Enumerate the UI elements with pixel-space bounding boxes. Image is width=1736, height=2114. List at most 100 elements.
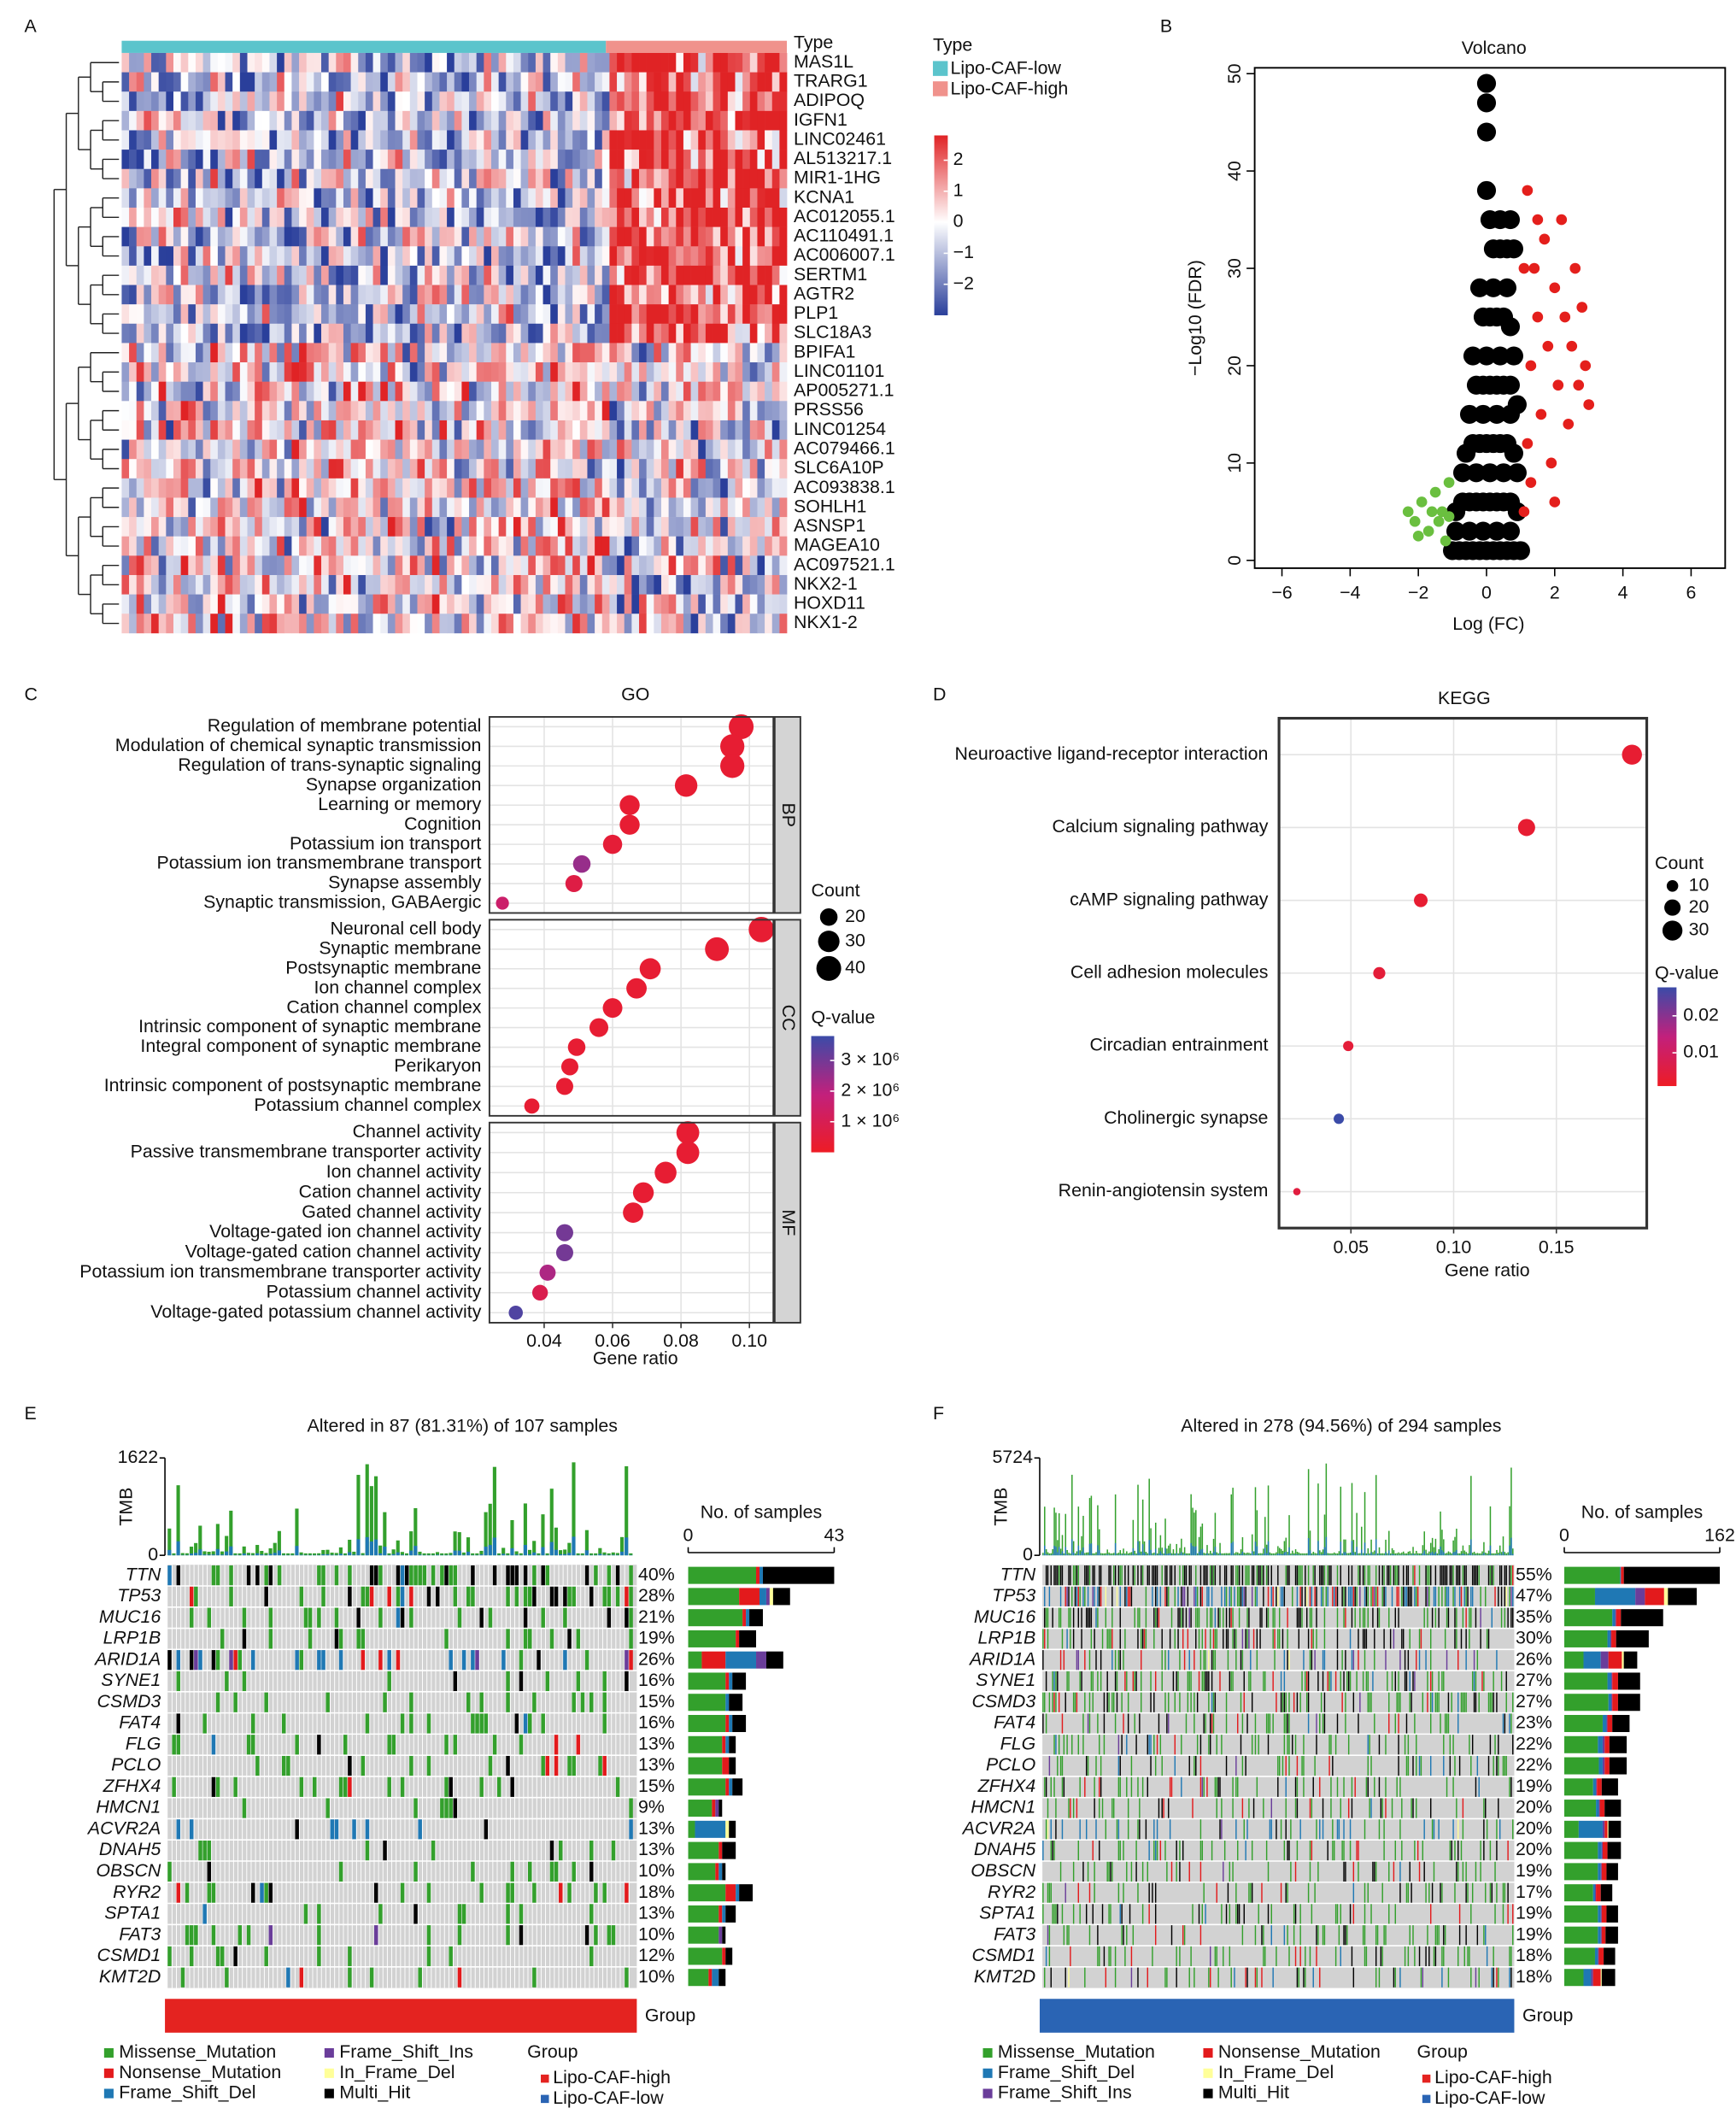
tmb-bar xyxy=(1264,1547,1266,1556)
heatmap-cell xyxy=(624,343,632,363)
heatmap-cell xyxy=(698,246,707,267)
heatmap-cell xyxy=(609,207,618,227)
mutation-cell xyxy=(1356,1586,1358,1606)
tmb-bar xyxy=(619,1536,625,1556)
mutation-cell xyxy=(584,1650,589,1671)
heatmap-cell xyxy=(225,574,233,595)
mutation-cell xyxy=(1183,1586,1186,1606)
heatmap-cell xyxy=(771,401,780,421)
heatmap-cell xyxy=(639,478,647,498)
mutation-cell xyxy=(1166,1565,1168,1586)
term-label: Cell adhesion molecules xyxy=(1070,962,1269,983)
mutation-cell xyxy=(444,1776,449,1797)
tmb-bar xyxy=(1327,1554,1328,1556)
heatmap-cell xyxy=(210,497,219,518)
tmb-bar xyxy=(1330,1553,1332,1556)
heatmap-cell xyxy=(690,52,699,73)
heatmap-cell xyxy=(720,52,729,73)
heatmap-cell xyxy=(528,381,537,402)
heatmap-cell xyxy=(609,478,618,498)
legend-swatch xyxy=(103,2048,114,2058)
heatmap-cell xyxy=(668,226,677,247)
sample-bar xyxy=(765,1588,770,1606)
heatmap-cell xyxy=(188,226,196,247)
tmb-bar xyxy=(1361,1526,1363,1556)
heatmap-cell xyxy=(136,381,144,402)
tmb-bar xyxy=(1119,1553,1122,1556)
heatmap-cell xyxy=(299,110,308,131)
type-annotation xyxy=(121,40,607,53)
point xyxy=(1487,521,1507,541)
tmb-bar xyxy=(1362,1553,1364,1556)
gene-label: MAS1L xyxy=(794,51,853,72)
heatmap-cell xyxy=(660,497,669,518)
mutation-cell xyxy=(1359,1586,1361,1606)
tmb-bar xyxy=(1154,1522,1157,1556)
heatmap-cell xyxy=(202,555,211,576)
heatmap-cell xyxy=(601,150,610,170)
heatmap-cell xyxy=(572,304,581,325)
tmb-bar xyxy=(1498,1552,1499,1556)
heatmap-cell xyxy=(425,285,433,305)
mutation-cell xyxy=(176,1713,181,1734)
heatmap-cell xyxy=(195,207,203,227)
mutation-cell xyxy=(1068,1586,1070,1606)
tmb-bar xyxy=(189,1547,194,1556)
heatmap-cell xyxy=(188,168,196,189)
heatmap-cell xyxy=(572,91,581,112)
heatmap-cell xyxy=(129,362,138,382)
heatmap-cell xyxy=(535,594,543,614)
tmb-bar xyxy=(1168,1553,1170,1556)
heatmap-cell xyxy=(387,207,396,227)
dot xyxy=(720,754,745,778)
heatmap-cell xyxy=(180,91,189,112)
tmb-bar xyxy=(1156,1553,1158,1556)
mutation-cell xyxy=(1447,1586,1450,1606)
heatmap-cell xyxy=(579,110,588,131)
tmb-bar xyxy=(1272,1553,1274,1556)
heatmap-cell xyxy=(402,188,411,208)
heatmap-cell xyxy=(431,130,440,150)
heatmap-cell xyxy=(365,304,373,325)
tmb-bar xyxy=(1510,1467,1512,1556)
legend-swatch xyxy=(932,61,948,76)
heatmap-cell xyxy=(136,188,144,208)
term-label: Cholinergic synapse xyxy=(1104,1107,1268,1128)
heatmap-cell xyxy=(425,614,433,634)
mutation-cell xyxy=(338,1776,343,1797)
heatmap-cell xyxy=(409,594,418,614)
heatmap-cell xyxy=(490,594,499,614)
heatmap-cell xyxy=(166,130,174,150)
point xyxy=(1463,346,1483,366)
tmb-bar xyxy=(1217,1553,1219,1556)
heatmap-cell xyxy=(683,150,691,170)
heatmap-cell xyxy=(350,497,359,518)
tmb-bar xyxy=(1351,1541,1353,1556)
mutation-cell xyxy=(1219,1565,1221,1586)
heatmap-cell xyxy=(676,323,684,344)
heatmap-cell xyxy=(749,420,758,440)
tmb-bar xyxy=(1418,1553,1421,1556)
heatmap-cell xyxy=(232,574,241,595)
heatmap-cell xyxy=(336,478,344,498)
tmb-bar xyxy=(1316,1553,1317,1556)
heatmap-cell xyxy=(542,91,551,112)
heatmap-cell xyxy=(180,343,189,363)
heatmap-cell xyxy=(144,246,152,267)
tmb-bar xyxy=(1303,1553,1305,1556)
heatmap-cell xyxy=(343,594,351,614)
tmb-bar xyxy=(1422,1545,1424,1556)
heatmap-cell xyxy=(343,72,351,92)
heatmap-cell xyxy=(676,226,684,247)
heatmap-cell xyxy=(210,555,219,576)
heatmap-cell xyxy=(195,401,203,421)
heatmap-cell xyxy=(372,459,381,479)
mutation-cell xyxy=(1299,1586,1301,1606)
heatmap-cell xyxy=(720,439,729,460)
x-axis-label: Log (FC) xyxy=(1452,614,1524,634)
sample-bar xyxy=(725,1735,730,1753)
heatmap-cell xyxy=(484,150,492,170)
mutation-cell xyxy=(510,1565,514,1586)
tmb-bar xyxy=(1229,1553,1231,1556)
